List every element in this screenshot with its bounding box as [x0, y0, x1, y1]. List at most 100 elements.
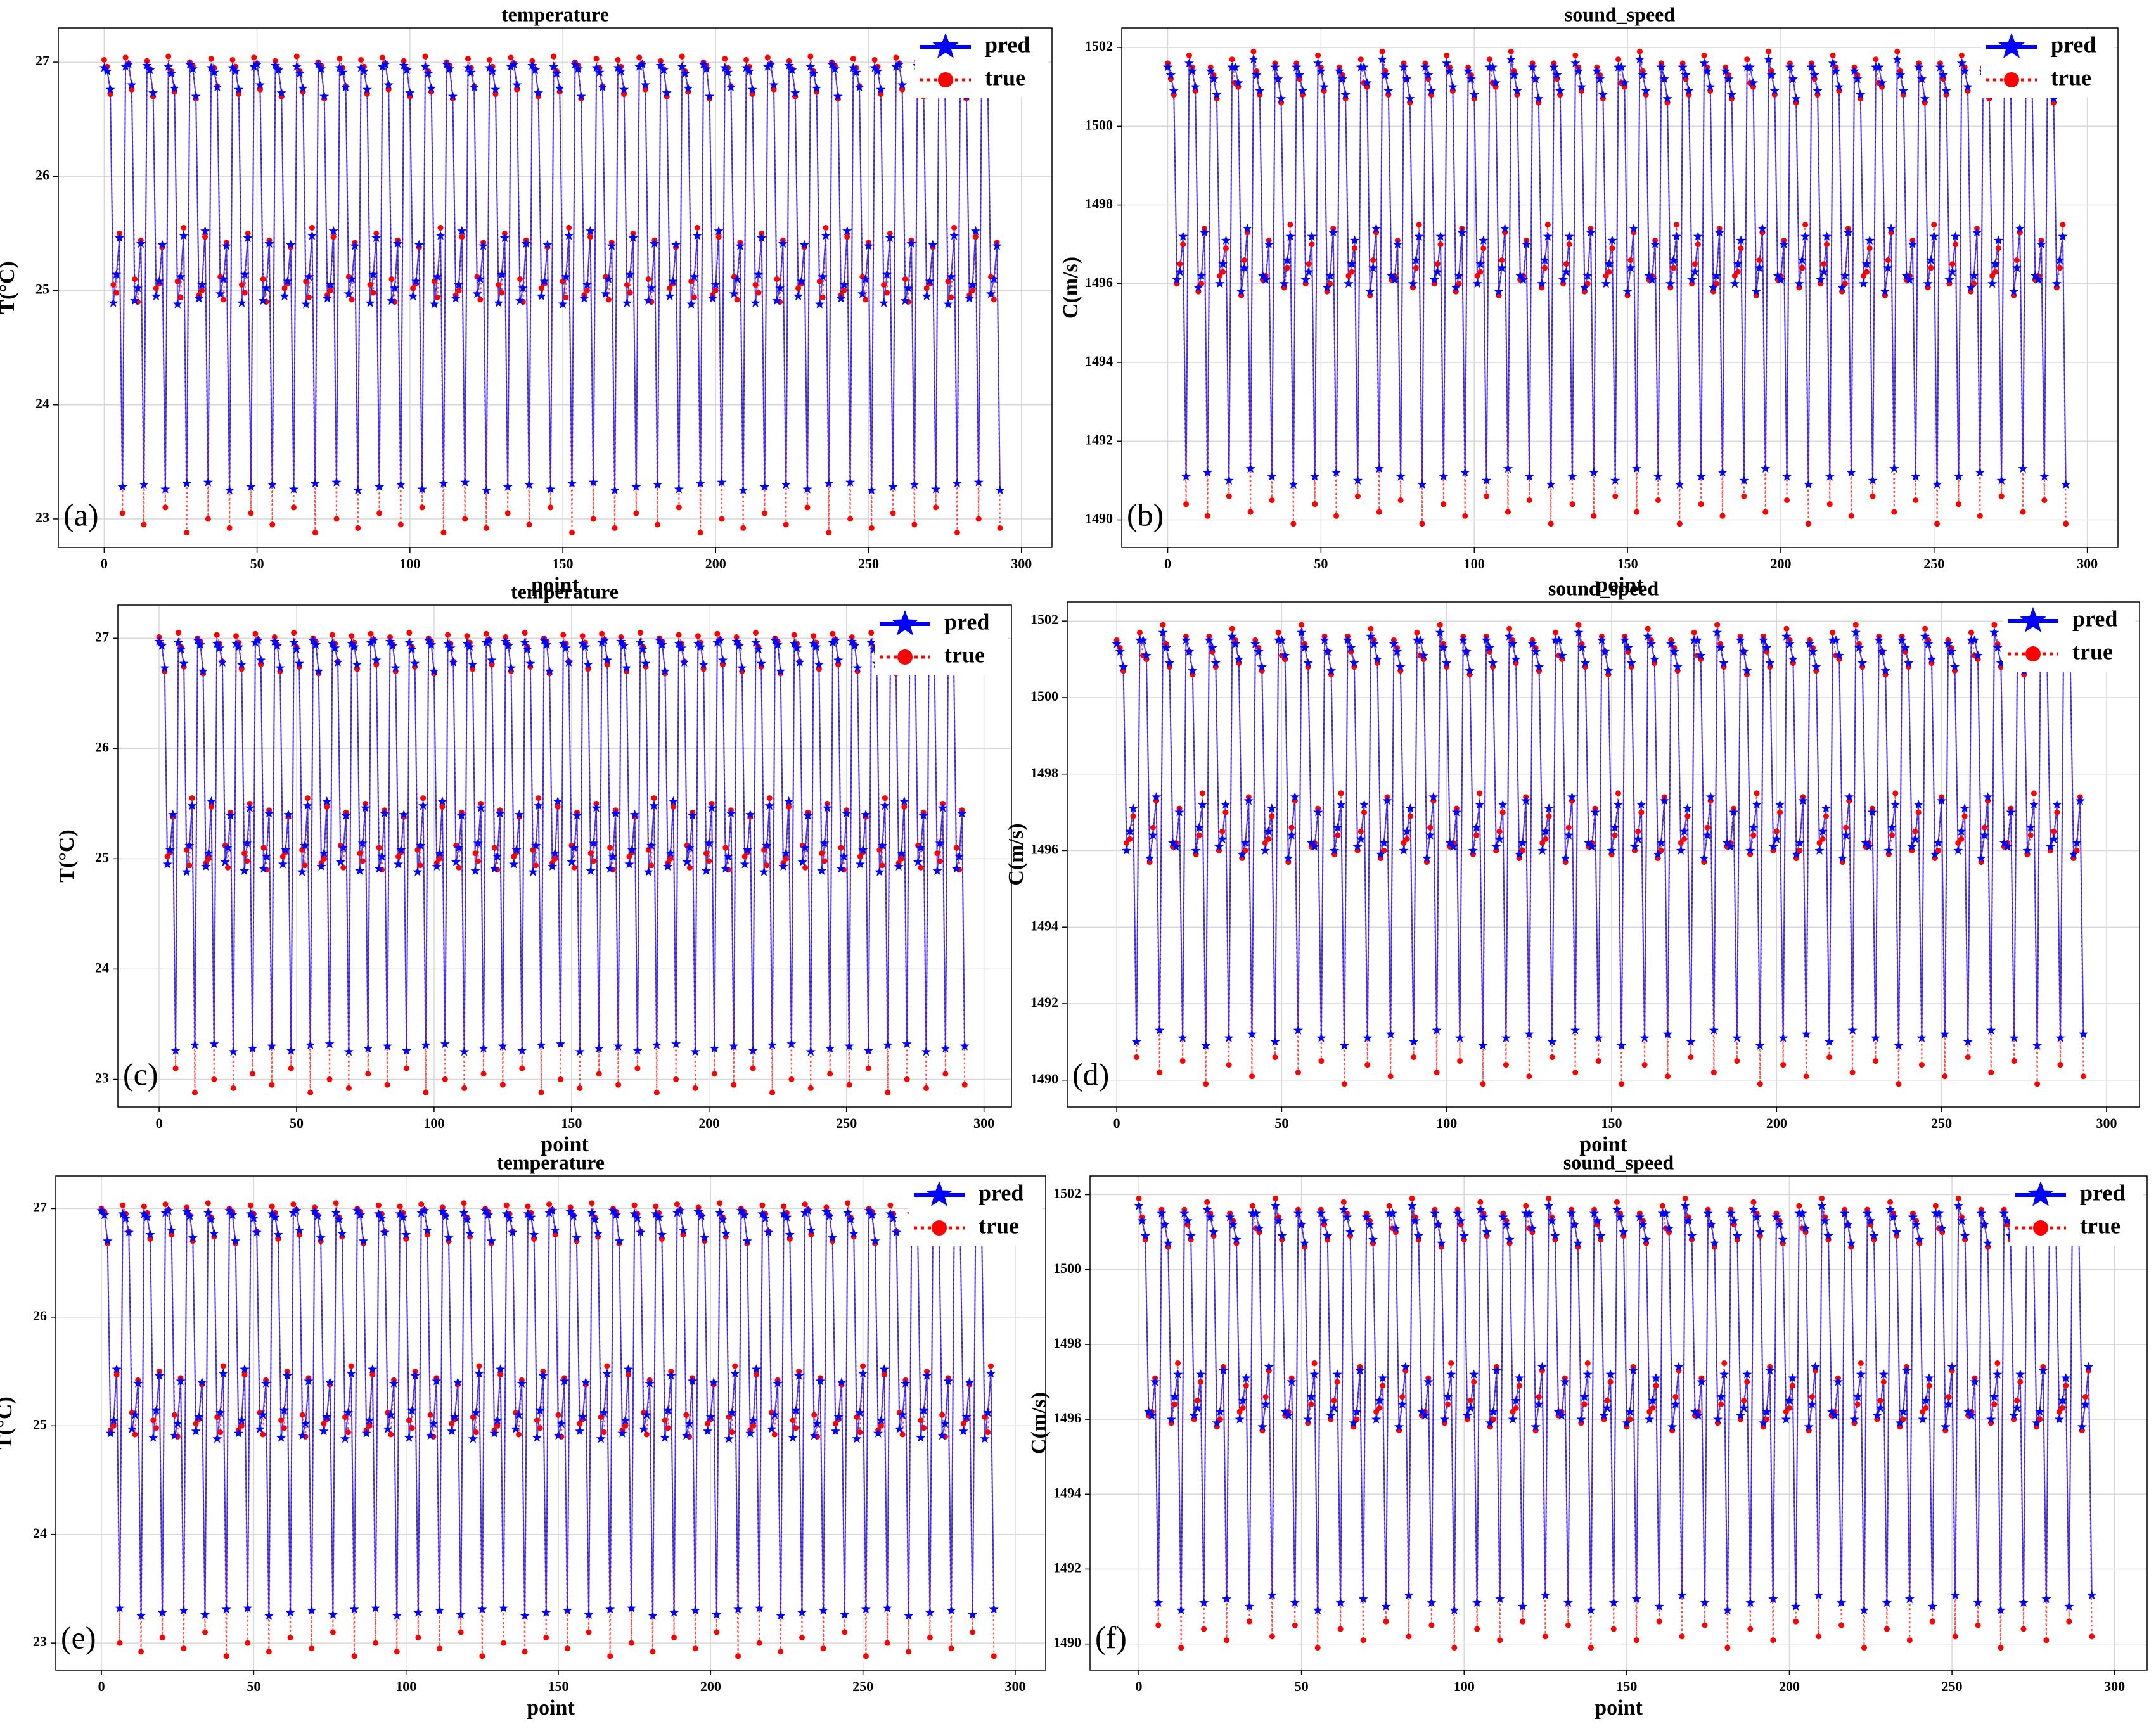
data-point — [1401, 1362, 1411, 1371]
data-point — [1828, 58, 1838, 68]
data-point — [297, 1430, 307, 1440]
data-point — [1323, 1230, 1333, 1240]
data-point — [194, 293, 204, 303]
data-point — [1264, 239, 1274, 249]
data-point — [472, 850, 478, 857]
data-point — [376, 845, 382, 851]
data-point — [1137, 1215, 1147, 1225]
data-point — [637, 59, 648, 69]
panel: 0 50 100 150 200 250 3001490149214941496149815… — [1027, 1151, 2148, 1720]
data-point — [1215, 278, 1225, 288]
data-point — [420, 795, 427, 802]
data-point — [1851, 627, 1861, 637]
data-point — [1369, 639, 1379, 648]
data-point — [1477, 790, 1483, 796]
data-point — [435, 848, 445, 858]
data-point — [99, 63, 109, 72]
data-point — [1638, 70, 1648, 79]
data-point — [157, 641, 167, 650]
data-point — [1906, 1637, 1913, 1644]
data-point — [650, 1649, 656, 1655]
data-point — [279, 291, 290, 300]
data-point — [1364, 1062, 1371, 1068]
data-point — [1935, 62, 1946, 72]
data-point — [1947, 1362, 1957, 1371]
data-point — [1229, 625, 1235, 632]
data-point — [1758, 1418, 1768, 1428]
data-point — [1949, 661, 1960, 672]
data-point — [1699, 58, 1709, 68]
data-point — [113, 290, 120, 296]
data-point — [814, 299, 825, 309]
data-point — [1387, 1073, 1394, 1080]
data-point — [881, 1372, 887, 1378]
data-point — [1791, 1601, 1801, 1611]
data-point — [291, 630, 297, 636]
y-tick-label: 1492 — [1053, 1560, 1081, 1576]
data-point — [1565, 824, 1572, 831]
data-point — [628, 1640, 634, 1646]
data-point — [205, 516, 211, 522]
x-tick-label: 300 — [2096, 1115, 2117, 1131]
data-point — [233, 1428, 243, 1438]
data-point — [626, 853, 632, 860]
data-point — [517, 1378, 527, 1388]
data-point — [1486, 56, 1492, 63]
data-point — [224, 485, 234, 495]
data-point — [851, 67, 861, 77]
data-point — [1187, 66, 1197, 75]
data-point — [165, 845, 175, 854]
data-point — [693, 1206, 703, 1216]
data-point — [909, 479, 920, 489]
data-point — [717, 1200, 723, 1206]
data-point — [695, 478, 705, 488]
data-point — [432, 861, 442, 871]
data-point — [548, 504, 554, 511]
data-point — [1555, 86, 1565, 95]
data-point — [1212, 89, 1222, 99]
data-point — [154, 276, 164, 286]
data-point — [1157, 1070, 1163, 1076]
data-point — [2012, 1403, 2022, 1412]
data-point — [145, 65, 155, 75]
y-tick-label: 26 — [33, 1308, 47, 1324]
data-point — [1804, 1421, 1814, 1431]
data-point — [1183, 1215, 1193, 1225]
data-point — [319, 1426, 329, 1436]
data-point — [1498, 1212, 1508, 1222]
data-point — [735, 1653, 741, 1659]
data-point — [1207, 642, 1217, 652]
data-point — [170, 1045, 181, 1055]
data-point — [110, 1422, 117, 1429]
data-point — [800, 1208, 810, 1217]
data-point — [2003, 841, 2013, 851]
data-point — [200, 226, 210, 236]
data-point — [1435, 231, 1446, 241]
data-point — [1352, 1407, 1362, 1416]
data-point — [1477, 269, 1484, 275]
data-point — [1665, 278, 1676, 288]
data-point — [1544, 803, 1554, 813]
data-point — [771, 86, 777, 93]
data-point — [1901, 271, 1911, 280]
data-point — [1402, 826, 1412, 836]
data-point — [1880, 1379, 1887, 1385]
data-point — [437, 855, 443, 862]
data-point — [544, 1208, 555, 1217]
data-point — [511, 853, 517, 860]
data-point — [1709, 1025, 1719, 1035]
data-point — [1679, 826, 1690, 836]
data-point — [1891, 509, 1897, 515]
data-point — [1468, 845, 1478, 855]
data-point — [682, 857, 692, 866]
data-point — [694, 224, 700, 231]
data-point — [215, 288, 226, 298]
data-point — [1484, 493, 1490, 499]
data-point — [866, 637, 876, 647]
data-point — [276, 1433, 286, 1442]
data-point — [591, 858, 597, 864]
data-point — [1589, 1208, 1600, 1218]
data-point — [447, 1426, 457, 1436]
data-point — [1389, 274, 1400, 284]
x-tick-label: 200 — [1770, 556, 1791, 572]
